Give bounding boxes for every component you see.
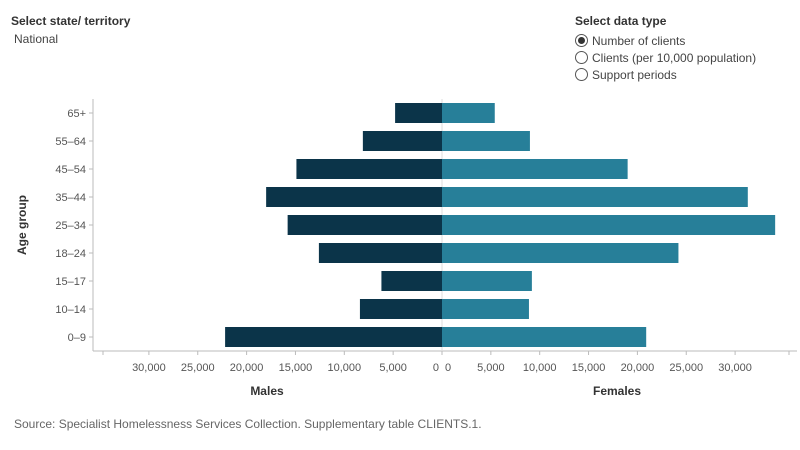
y-tick-label: 15–17 [55, 276, 86, 288]
bar-males [381, 271, 442, 291]
x-tick-label: 5,000 [379, 362, 407, 374]
bar-females [442, 299, 529, 319]
chart-bars [225, 103, 776, 347]
datatype-option-label: Support periods [592, 67, 677, 82]
datatype-option-number-of-clients[interactable]: Number of clients [575, 32, 756, 49]
bar-females [442, 103, 495, 123]
bar-males [225, 327, 442, 347]
bar-females [442, 159, 628, 179]
bar-females [442, 327, 647, 347]
datatype-option-clients-per-10000[interactable]: Clients (per 10,000 population) [575, 49, 756, 66]
x-tick-label: 10,000 [523, 362, 557, 374]
x-tick-label: 30,000 [718, 362, 752, 374]
x-axis-title-males: Males [250, 384, 284, 398]
y-tick-label: 18–24 [55, 248, 86, 260]
state-filter-label: Select state/ territory [11, 14, 131, 28]
bar-males [266, 187, 442, 207]
state-filter-value[interactable]: National [14, 32, 59, 46]
chart-labels: 65+ 55–64 45–54 35–44 25–34 18–24 15–17 10–14 0–… [15, 108, 752, 398]
x-tick-label: 30,000 [132, 362, 166, 374]
datatype-option-label: Number of clients [592, 33, 686, 48]
bar-males [287, 215, 442, 235]
y-tick-label: 65+ [67, 108, 86, 120]
bar-males [318, 243, 442, 263]
datatype-filter-label: Select data type [575, 14, 667, 28]
datatype-option-label: Clients (per 10,000 population) [592, 50, 757, 65]
x-tick-label: 20,000 [230, 362, 264, 374]
x-tick-label: 15,000 [572, 362, 606, 374]
x-axis-title-females: Females [593, 384, 641, 398]
radio-button-icon[interactable] [575, 68, 588, 81]
y-tick-label: 45–54 [55, 164, 86, 176]
x-tick-label: 0 [433, 362, 439, 374]
radio-button-icon[interactable] [575, 34, 588, 47]
bar-females [442, 243, 679, 263]
bar-females [442, 215, 776, 235]
x-tick-label: 0 [445, 362, 451, 374]
x-tick-label: 25,000 [669, 362, 703, 374]
y-tick-label: 0–9 [68, 332, 86, 344]
bar-males [296, 159, 442, 179]
x-tick-label: 10,000 [327, 362, 361, 374]
datatype-radio-group: Number of clients Clients (per 10,000 po… [575, 32, 756, 83]
y-tick-label: 35–44 [55, 192, 86, 204]
y-axis-title: Age group [15, 195, 29, 255]
bar-males [395, 103, 442, 123]
x-tick-label: 25,000 [181, 362, 215, 374]
bar-females [442, 187, 748, 207]
x-tick-label: 15,000 [279, 362, 313, 374]
y-tick-label: 25–34 [55, 220, 86, 232]
bar-males [359, 299, 442, 319]
datatype-option-support-periods[interactable]: Support periods [575, 66, 756, 83]
radio-button-icon[interactable] [575, 51, 588, 64]
y-tick-label: 55–64 [55, 136, 86, 148]
bar-males [362, 131, 442, 151]
x-tick-label: 5,000 [477, 362, 505, 374]
y-tick-label: 10–14 [55, 304, 86, 316]
bar-females [442, 131, 530, 151]
bar-females [442, 271, 532, 291]
source-note: Source: Specialist Homelessness Services… [14, 417, 482, 431]
x-tick-label: 20,000 [621, 362, 655, 374]
